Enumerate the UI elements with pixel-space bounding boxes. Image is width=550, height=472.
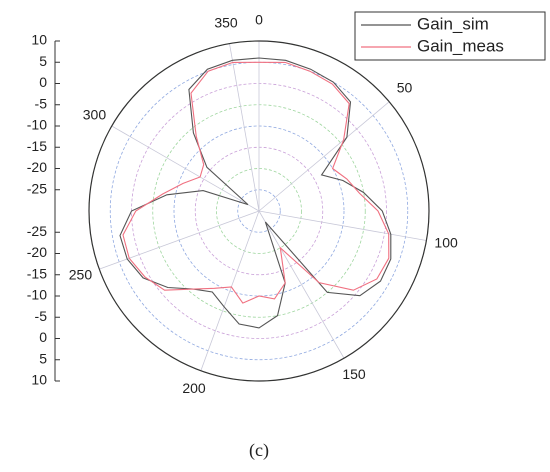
angle-label: 250 (69, 267, 93, 283)
radial-tick-label: 5 (39, 53, 47, 69)
radial-tick-label: -10 (27, 117, 47, 133)
radial-tick-label: 10 (31, 372, 47, 388)
grid-spoke (258, 101, 390, 212)
radial-tick-label: -25 (27, 223, 47, 239)
angle-label: 100 (434, 235, 458, 251)
radial-tick-label: 0 (39, 329, 47, 345)
angle-label: 350 (214, 15, 238, 31)
grid-spoke (258, 210, 427, 241)
grid-spoke (111, 125, 260, 212)
angle-label: 50 (397, 80, 413, 96)
radial-tick-label: -20 (27, 159, 47, 175)
legend-box (354, 11, 546, 61)
grid-spoke (229, 43, 260, 212)
grid-spoke (200, 210, 260, 371)
angle-label: 200 (182, 380, 206, 396)
radial-tick-label: -5 (35, 308, 48, 324)
radial-tick-label: -10 (27, 287, 47, 303)
legend-label: Gain_meas (417, 36, 504, 55)
series-line (122, 61, 390, 304)
radial-tick-label: -20 (27, 244, 47, 260)
radial-tick-label: -15 (27, 138, 47, 154)
grid-circle (237, 189, 281, 233)
radial-tick-label: 10 (31, 32, 47, 48)
angle-label: 300 (83, 107, 107, 123)
radial-tick-label: 5 (39, 350, 47, 366)
grid-spoke (99, 210, 260, 270)
radial-tick-label: 0 (39, 74, 47, 90)
caption: (c) (249, 440, 269, 461)
outer-circle (88, 40, 430, 382)
legend-label: Gain_sim (417, 14, 489, 33)
grid-circle (194, 146, 324, 276)
angle-label: 0 (255, 12, 263, 28)
grid-spoke (258, 210, 345, 359)
radial-tick-label: -25 (27, 180, 47, 196)
grid-circle (173, 125, 345, 297)
grid-circle (216, 168, 302, 254)
radial-tick-label: -15 (27, 265, 47, 281)
angle-label: 150 (342, 366, 366, 382)
radial-tick-label: -5 (35, 95, 48, 111)
series-line (119, 57, 392, 329)
